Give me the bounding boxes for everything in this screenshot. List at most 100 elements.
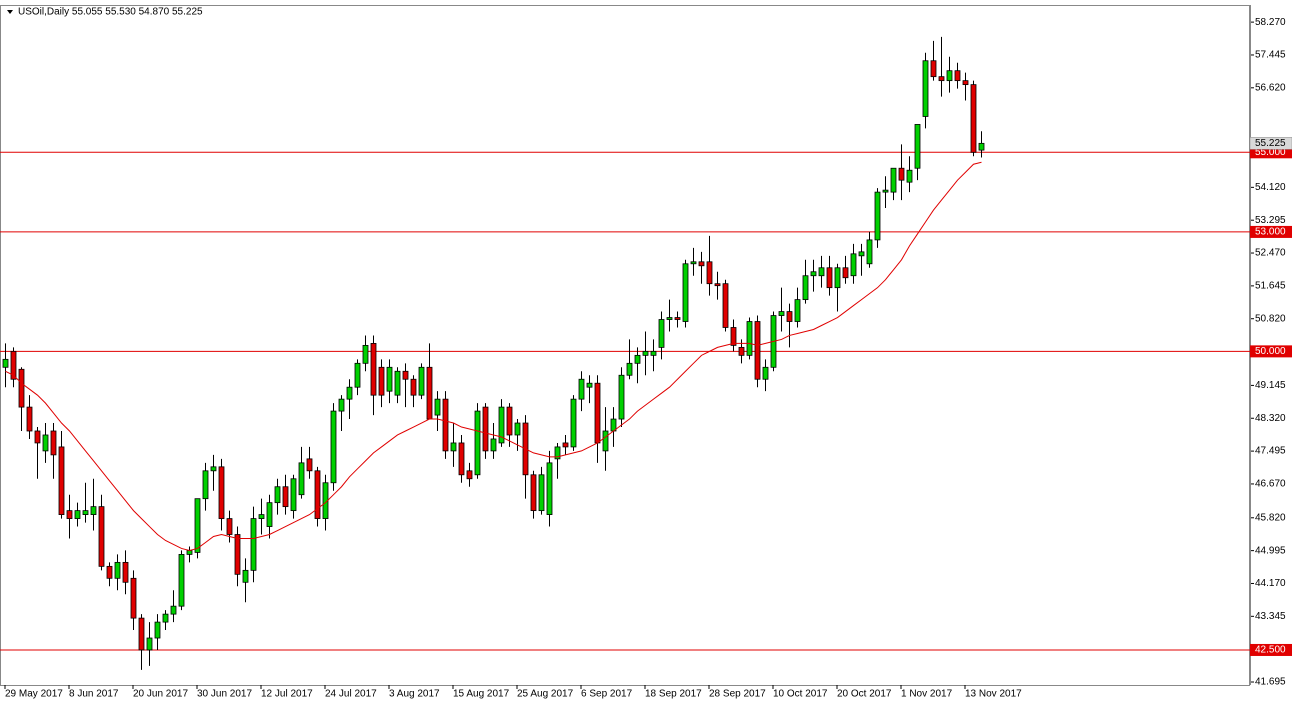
candle-body [714, 283, 721, 287]
candle-body [2, 358, 9, 368]
y-tick-label: 44.170 [1255, 578, 1286, 589]
candle-body [282, 486, 289, 508]
candle-body [754, 321, 761, 380]
candle-body [386, 366, 393, 392]
candle-body [330, 410, 337, 484]
y-tick-label: 44.995 [1255, 545, 1286, 556]
candle-body [370, 343, 377, 396]
candle-body [866, 239, 873, 265]
x-tick-label: 1 Nov 2017 [901, 689, 953, 700]
candle-body [290, 478, 297, 512]
candle-body [922, 60, 929, 117]
candle-body [458, 442, 465, 476]
candle-body [186, 550, 193, 555]
x-tick-label: 29 May 2017 [5, 689, 63, 700]
candle-body [818, 267, 825, 277]
candle-body [346, 386, 353, 400]
candle-body [450, 442, 457, 452]
plot-frame [0, 5, 1250, 686]
candle-body [426, 366, 433, 420]
candle-body [34, 430, 41, 444]
candle-body [978, 142, 985, 151]
candle-body [218, 466, 225, 519]
candle-body [474, 410, 481, 476]
candle-body [794, 299, 801, 322]
x-tick-label: 6 Sep 2017 [581, 689, 633, 700]
x-tick-label: 20 Jun 2017 [133, 689, 188, 700]
y-tick-label: 56.620 [1255, 82, 1286, 93]
candle-body [898, 167, 905, 181]
x-tick-label: 25 Aug 2017 [517, 689, 574, 700]
x-tick-label: 24 Jul 2017 [325, 689, 377, 700]
candle-body [970, 84, 977, 153]
candle-body [634, 354, 641, 364]
candle-body [506, 406, 513, 436]
candle-body [74, 510, 81, 519]
y-tick-label: 52.470 [1255, 248, 1286, 259]
candle-body [402, 370, 409, 380]
candle-body [626, 362, 633, 376]
candle-body [650, 350, 657, 356]
candle-body [570, 398, 577, 448]
y-tick-label: 54.120 [1255, 182, 1286, 193]
candle-body [90, 506, 97, 516]
x-tick-label: 30 Jun 2017 [197, 689, 252, 700]
candle-body [306, 458, 313, 472]
candle-body [226, 518, 233, 535]
hline-label: 42.500 [1255, 645, 1286, 656]
candle-body [18, 368, 25, 408]
candle-body [962, 80, 969, 86]
candle-body [850, 253, 857, 277]
chart-title: USOil,Daily 55.055 55.530 54.870 55.225 [18, 7, 203, 18]
candle-body [738, 346, 745, 356]
candle-body [314, 470, 321, 519]
current-price-box [1249, 137, 1292, 150]
candle-body [882, 189, 889, 193]
candle-body [842, 267, 849, 279]
candle-body [266, 502, 273, 527]
candle-body [258, 514, 265, 519]
candle-body [482, 406, 489, 452]
candle-body [698, 261, 705, 267]
candle-body [194, 498, 201, 553]
candle-body [242, 569, 249, 583]
candle-body [762, 366, 769, 380]
y-tick-label: 41.695 [1255, 677, 1286, 688]
x-tick-label: 12 Jul 2017 [261, 689, 313, 700]
candle-body [530, 474, 537, 512]
x-tick-label: 13 Nov 2017 [965, 689, 1022, 700]
hline-label: 50.000 [1255, 346, 1286, 357]
candle-body [442, 398, 449, 452]
candle-body [682, 263, 689, 322]
candle-body [946, 70, 953, 82]
candle-body [138, 617, 145, 651]
candle-body [514, 422, 521, 436]
candle-body [122, 561, 129, 583]
candle-body [858, 251, 865, 257]
candle-body [834, 267, 841, 289]
candle-body [434, 398, 441, 416]
candle-body [130, 577, 137, 619]
hline-label-box [1250, 643, 1292, 656]
candle-body [338, 398, 345, 412]
candle-body [498, 406, 505, 444]
current-price-label: 55.225 [1255, 138, 1286, 149]
candle-body [58, 446, 65, 516]
candle-body [914, 124, 921, 169]
candle-body [394, 370, 401, 396]
candle-body [810, 271, 817, 277]
moving-average [5, 161, 982, 551]
candle-body [874, 191, 881, 241]
candle-body [666, 317, 673, 320]
y-tick-label: 46.670 [1255, 479, 1286, 490]
candle-body [706, 261, 713, 285]
candle-body [826, 267, 833, 289]
candle-body [602, 430, 609, 452]
hline-label: 55.000 [1255, 147, 1286, 158]
candle-body [98, 506, 105, 567]
candle-body [554, 446, 561, 460]
candle-body [890, 167, 897, 193]
x-tick-label: 3 Aug 2017 [389, 689, 440, 700]
